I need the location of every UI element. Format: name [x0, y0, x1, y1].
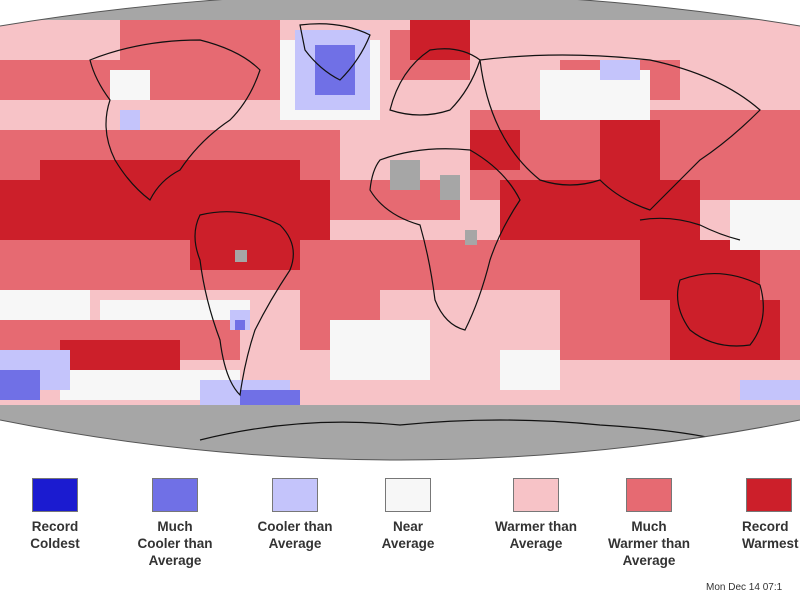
antarctica-coast	[199, 419, 721, 441]
south-america-coast	[194, 211, 294, 397]
legend-swatch-near	[385, 478, 431, 512]
legend-label-record-warmest: Record Warmest	[742, 519, 799, 551]
legend-swatch-record-warmest	[746, 478, 792, 512]
legend-label-warmer: Warmer than Average	[494, 519, 577, 551]
global-temperature-map	[0, 0, 800, 461]
legend-swatch-record-coldest	[32, 478, 78, 512]
legend-item-warmer: Warmer than Average	[481, 478, 591, 552]
legend-swatch-much-cooler	[152, 478, 198, 512]
legend-item-near: Near Average	[353, 478, 463, 552]
legend-label-near: Near Average	[381, 519, 435, 551]
indonesia-coast	[639, 217, 741, 241]
legend-label-much-cooler: Much Cooler than Average	[137, 519, 213, 568]
legend-item-record-warmest: Record Warmest	[710, 478, 800, 552]
legend: Record Coldest Much Cooler than Average …	[0, 478, 800, 600]
asia-coast	[479, 54, 761, 211]
coastlines	[89, 23, 764, 441]
legend-item-much-warmer: Much Warmer than Average	[594, 478, 704, 569]
legend-swatch-warmer	[513, 478, 559, 512]
timestamp: Mon Dec 14 07:1	[706, 582, 783, 593]
legend-item-much-cooler: Much Cooler than Average	[120, 478, 230, 569]
record-warmest-regions	[0, 20, 780, 370]
africa-coast	[369, 148, 521, 331]
legend-swatch-cooler	[272, 478, 318, 512]
legend-label-much-warmer: Much Warmer than Average	[607, 519, 690, 568]
legend-swatch-much-warmer	[626, 478, 672, 512]
globe-outline	[0, 0, 800, 461]
australia-coast	[677, 273, 764, 347]
legend-item-record-coldest: Record Coldest	[0, 478, 110, 552]
greenland-coast	[299, 23, 371, 81]
legend-label-record-coldest: Record Coldest	[30, 519, 80, 551]
legend-item-cooler: Cooler than Average	[240, 478, 350, 552]
map-projection	[0, 0, 800, 460]
north-america-coast	[89, 39, 261, 201]
much-cooler-regions	[0, 45, 355, 410]
legend-label-cooler: Cooler than Average	[257, 519, 333, 551]
